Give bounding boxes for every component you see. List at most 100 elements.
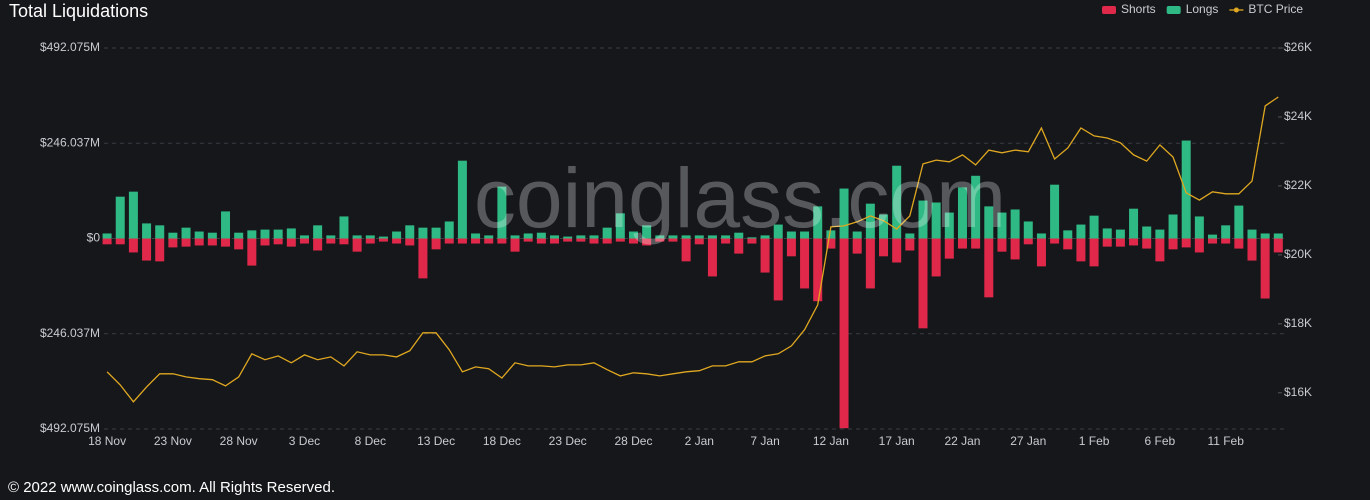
bar	[839, 238, 849, 429]
bar	[957, 238, 967, 249]
bar	[1102, 228, 1112, 239]
bar	[694, 235, 704, 239]
bar	[457, 238, 467, 244]
bar	[1181, 238, 1191, 248]
x-tick-label: 28 Nov	[220, 434, 258, 448]
y-tick-label: $246.037M	[40, 135, 100, 149]
bar	[944, 212, 954, 239]
bar	[1247, 229, 1257, 239]
y2-tick-label: $18K	[1284, 316, 1312, 330]
bar	[1260, 238, 1270, 299]
x-tick-label: 13 Dec	[417, 434, 455, 448]
bar	[313, 225, 323, 239]
bar	[1194, 238, 1204, 253]
bar	[800, 231, 810, 239]
bar	[510, 235, 520, 239]
y-tick-label: $492.075M	[40, 421, 100, 435]
bar	[1063, 230, 1073, 239]
bar	[773, 238, 783, 301]
bar	[971, 175, 981, 239]
bar	[510, 238, 520, 252]
bar	[1221, 238, 1231, 244]
bar	[247, 238, 257, 266]
bar	[247, 230, 257, 239]
bar	[286, 238, 296, 247]
bar	[800, 238, 810, 289]
x-tick-label: 17 Jan	[879, 434, 915, 448]
bar	[1102, 238, 1112, 247]
bar	[984, 238, 994, 298]
bar	[128, 191, 138, 239]
bar	[1181, 140, 1191, 239]
bar	[536, 238, 546, 244]
bar	[523, 233, 533, 239]
bar	[1273, 233, 1283, 239]
bar	[1063, 238, 1073, 250]
bar	[589, 235, 599, 239]
legend-swatch	[1233, 7, 1239, 13]
bar	[971, 238, 981, 249]
bar	[602, 227, 612, 239]
bar	[918, 238, 928, 329]
bar	[852, 238, 862, 254]
y2-tick-label: $22K	[1284, 178, 1312, 192]
y-tick-label: $492.075M	[40, 40, 100, 54]
footer: © 2022 www.coinglass.com. All Rights Res…	[8, 479, 335, 496]
y2-tick-label: $16K	[1284, 385, 1312, 399]
bar	[865, 238, 875, 289]
legend-swatch	[1102, 6, 1116, 14]
bar	[852, 231, 862, 239]
bar	[234, 238, 244, 250]
bar	[234, 232, 244, 239]
x-tick-label: 18 Dec	[483, 434, 521, 448]
y2-tick-label: $20K	[1284, 247, 1312, 261]
bar	[378, 238, 388, 242]
bar	[892, 165, 902, 239]
bar	[1023, 221, 1033, 239]
bar	[1168, 238, 1178, 250]
bar	[194, 231, 204, 239]
bar	[628, 231, 638, 239]
x-tick-label: 28 Dec	[614, 434, 652, 448]
bar	[418, 227, 428, 239]
bar	[694, 238, 704, 245]
bar	[299, 238, 309, 244]
bar	[1129, 208, 1139, 239]
bar	[1036, 238, 1046, 267]
bar	[352, 235, 362, 239]
x-tick-label: 7 Jan	[750, 434, 779, 448]
bar	[1010, 209, 1020, 239]
bar	[1155, 229, 1165, 239]
bar	[1221, 225, 1231, 239]
bar	[681, 238, 691, 262]
x-tick-label: 12 Jan	[813, 434, 849, 448]
price-line	[106, 96, 1279, 403]
bar	[299, 235, 309, 239]
watermark: coinglass.com	[474, 151, 1006, 245]
y-tick-label: $0	[87, 231, 101, 245]
bar	[1129, 238, 1139, 246]
bar	[221, 238, 231, 247]
bar	[734, 238, 744, 254]
bar	[1168, 214, 1178, 239]
bar	[747, 237, 757, 239]
bar	[168, 238, 178, 248]
bar	[365, 235, 375, 239]
bar	[115, 196, 125, 239]
bar	[721, 238, 731, 244]
bar	[786, 238, 796, 257]
bar	[997, 212, 1007, 239]
bar	[813, 238, 823, 302]
bar	[457, 160, 467, 239]
bar	[773, 224, 783, 239]
bar	[747, 238, 757, 244]
bar	[142, 238, 152, 261]
bar	[602, 238, 612, 244]
bar	[339, 216, 349, 239]
bar	[1089, 238, 1099, 267]
bar	[550, 238, 560, 244]
bar	[1208, 238, 1218, 244]
bar	[1142, 238, 1152, 249]
